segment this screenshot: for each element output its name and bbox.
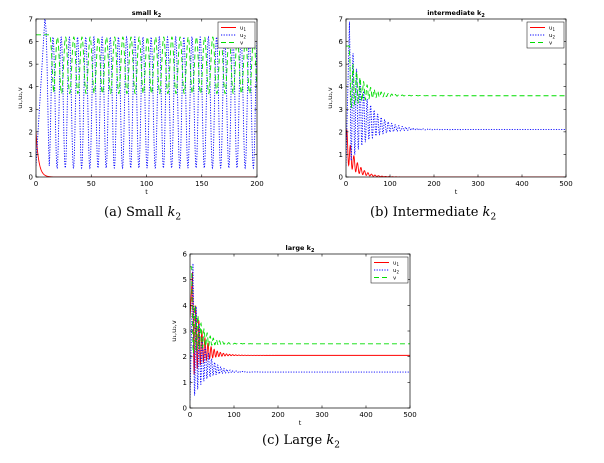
legend-label-u1: u1: [393, 261, 400, 268]
series-line-u2: [36, 19, 257, 170]
chart-title: large k2: [286, 244, 315, 254]
y-tick-label: 7: [339, 16, 343, 24]
legend-label-u2: u2: [549, 33, 556, 40]
y-tick-label: 1: [339, 151, 343, 159]
caption-b: (b) Intermediate k2: [370, 205, 497, 223]
chart-panel-1: 0 50 100 150 200 0 1 2 3 4 5 6 7 t u₁,u₂,v small k2 u1u2…: [16, 9, 264, 196]
legend-label-v: v: [393, 276, 397, 282]
y-tick-label: 0: [339, 174, 343, 182]
series-line-v: [346, 45, 566, 108]
x-tick-label: 100: [227, 411, 240, 419]
y-tick-label: 2: [339, 128, 343, 136]
y-tick-label: 5: [339, 61, 343, 69]
x-tick-label: 200: [427, 180, 440, 188]
caption-a: (a) Small k2: [104, 205, 182, 223]
series-line-v: [36, 34, 257, 95]
y-tick-label: 5: [183, 276, 187, 284]
y-tick-label: 3: [339, 106, 343, 114]
y-tick-label: 3: [29, 106, 33, 114]
x-tick-label: 0: [188, 411, 192, 419]
y-tick-label: 3: [183, 328, 187, 336]
chart-panel-3: 0 100 200 300 400 500 0 1 2 3 4 5 6 t u₁,u₂,v large k2 u…: [170, 244, 417, 427]
x-axis-label: t: [455, 188, 458, 196]
y-tick-label: 5: [29, 61, 33, 69]
x-tick-label: 500: [559, 180, 572, 188]
series-line-u2: [190, 263, 410, 401]
y-tick-label: 7: [29, 16, 33, 24]
x-axis-label: t: [299, 419, 302, 427]
x-tick-label: 400: [515, 180, 528, 188]
series-line-u1: [190, 271, 410, 376]
x-tick-label: 0: [344, 180, 348, 188]
x-tick-label: 300: [315, 411, 328, 419]
y-tick-label: 2: [29, 128, 33, 136]
x-tick-label: 100: [383, 180, 396, 188]
caption-c: (c) Large k2: [262, 433, 340, 451]
legend-label-u2: u2: [393, 268, 400, 275]
chart-panel-2: 0 100 200 300 400 500 0 1 2 3 4 5 6 7 t u₁,u₂,v intermed…: [326, 9, 573, 196]
x-tick-label: 0: [34, 180, 38, 188]
y-tick-label: 0: [29, 174, 33, 182]
y-tick-label: 6: [29, 38, 34, 46]
series-line-v: [190, 266, 410, 354]
y-tick-label: 4: [339, 83, 344, 91]
legend-label-v: v: [240, 41, 244, 47]
y-tick-label: 1: [183, 379, 187, 387]
x-tick-label: 200: [250, 180, 263, 188]
x-tick-label: 50: [87, 180, 96, 188]
y-tick-label: 6: [339, 38, 344, 46]
y-axis-label: u₁,u₂,v: [170, 320, 178, 342]
chart-title: small k2: [132, 9, 162, 19]
x-tick-label: 100: [140, 180, 153, 188]
series-line-u1: [346, 129, 566, 177]
y-axis-label: u₁,u₂,v: [326, 87, 334, 109]
legend-label-u1: u1: [549, 26, 556, 33]
y-tick-label: 6: [183, 251, 188, 259]
y-tick-label: 0: [183, 405, 187, 413]
y-axis-label: u₁,u₂,v: [16, 87, 24, 109]
y-tick-label: 1: [29, 151, 33, 159]
y-tick-label: 2: [183, 353, 187, 361]
chart-title: intermediate k2: [427, 9, 485, 19]
x-tick-label: 300: [471, 180, 484, 188]
legend-label-u2: u2: [240, 33, 247, 40]
plot-frame: [345, 18, 567, 178]
x-tick-label: 400: [359, 411, 372, 419]
y-tick-label: 4: [29, 83, 34, 91]
x-tick-label: 500: [403, 411, 416, 419]
x-tick-label: 150: [195, 180, 208, 188]
legend-label-v: v: [549, 41, 553, 47]
y-tick-label: 4: [183, 302, 188, 310]
x-tick-label: 200: [271, 411, 284, 419]
legend-label-u1: u1: [240, 26, 247, 33]
x-axis-label: t: [145, 188, 148, 196]
